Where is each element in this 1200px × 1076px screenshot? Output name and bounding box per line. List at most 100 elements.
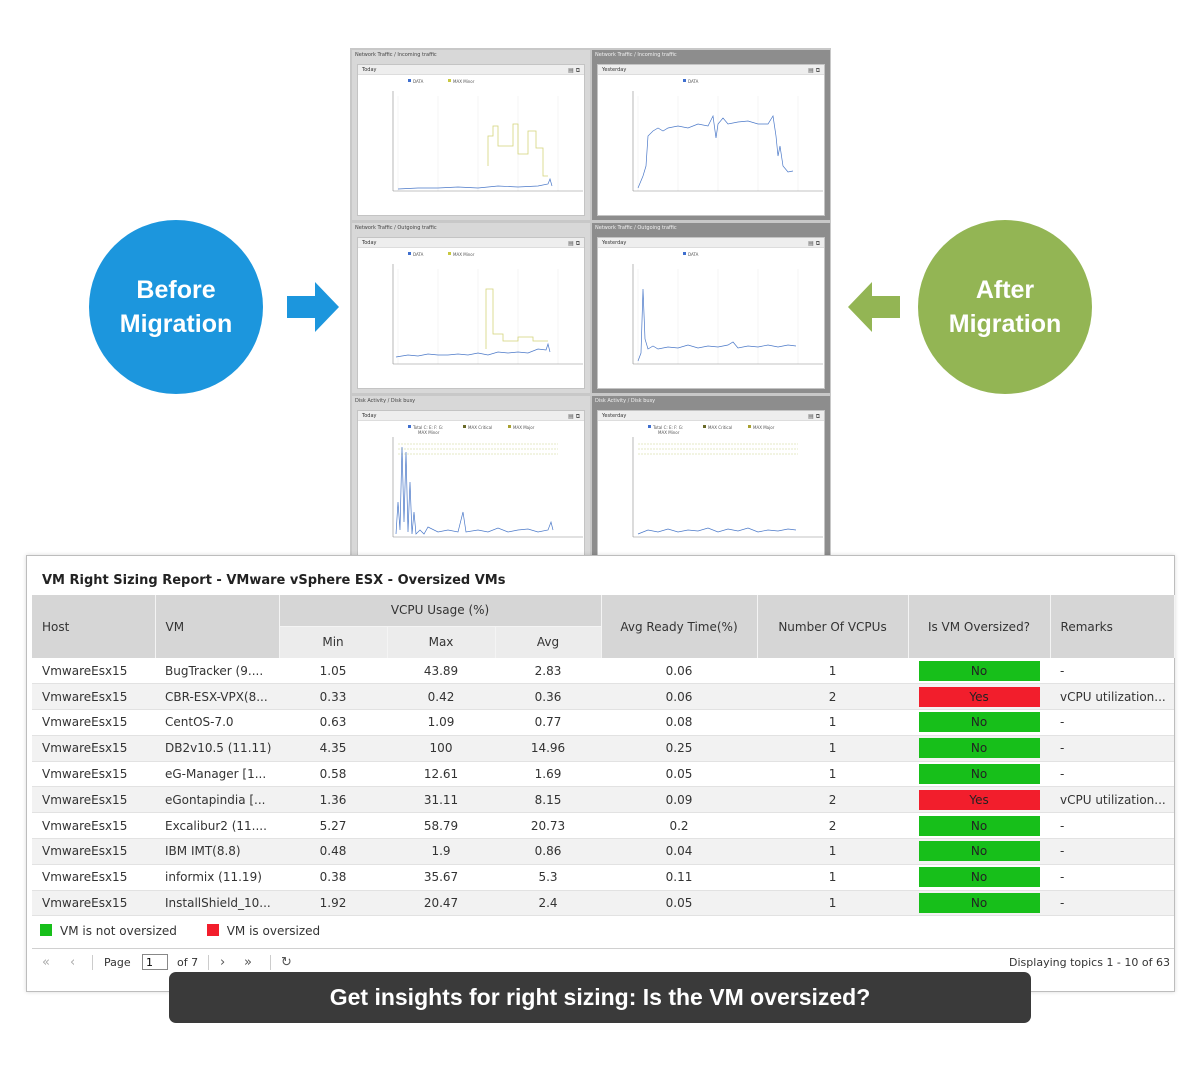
export-icons[interactable]: ▤ ⧉ [568,240,580,247]
cell-vm: CBR-ESX-VPX(8... [155,683,279,711]
page-number-input[interactable] [142,954,168,970]
cell-oversized: No [908,864,1051,891]
col-min[interactable]: Min [279,625,388,658]
chart-panel-outgoing-today: Network Traffic / Outgoing traffic Today… [352,223,590,393]
cell-min: 0.33 [279,683,387,711]
cell-max: 12.61 [387,761,495,788]
vm-right-sizing-report: VM Right Sizing Report - VMware vSphere … [26,555,1175,992]
cell-min: 0.38 [279,864,387,891]
export-icons[interactable]: ▤ ⧉ [808,67,820,74]
cell-min: 1.92 [279,890,387,917]
cell-vcpus: 1 [757,864,909,891]
chart-panel-outgoing-yesterday: Network Traffic / Outgoing traffic Yeste… [592,223,830,393]
legend-total: Total C: E: F: G: [412,425,443,430]
cell-avg: 14.96 [495,735,602,762]
cell-remarks: - [1050,864,1175,891]
cell-oversized: Yes [908,786,1051,814]
right-arrow-icon [287,282,339,332]
table-row[interactable]: VmwareEsx15 eGontapindia [... 1.36 31.11 8.1… [32,786,1175,814]
incoming-yesterday-plot: DATA [632,79,823,192]
cell-max: 58.79 [387,812,495,840]
export-icons[interactable]: ▤ ⧉ [808,413,820,420]
table-row[interactable]: VmwareEsx15 CBR-ESX-VPX(8... 0.33 0.42 0.36 0… [32,683,1175,711]
col-vcpu-usage: VCPU Usage (%) [279,595,602,626]
cell-remarks: - [1050,761,1175,788]
oversized-badge: No [918,815,1040,836]
report-legend: VM is not oversized VM is oversized [40,924,346,938]
cell-oversized: No [908,838,1051,865]
first-page-icon[interactable]: « [42,955,50,970]
cell-ready: 0.2 [601,812,758,840]
after-line1: After [975,276,1035,304]
chart-title: Network Traffic / Incoming traffic [595,52,677,58]
table-row[interactable]: VmwareEsx15 IBM IMT(8.8) 0.48 1.9 0.86 0.04 1 N… [32,838,1175,865]
col-max[interactable]: Max [387,625,496,658]
col-remarks[interactable]: Remarks [1050,595,1175,658]
col-host[interactable]: Host [32,595,156,658]
cell-vm: informix (11.19) [155,864,279,891]
cell-ready: 0.09 [601,786,758,814]
cell-max: 1.09 [387,709,495,736]
col-vm[interactable]: VM [155,595,280,658]
cell-ready: 0.04 [601,838,758,865]
cell-oversized: No [908,735,1051,762]
disk-yesterday-plot: Total C: E: F: G: MAX Critical MAX Major… [632,425,823,538]
col-is-vm-oversized[interactable]: Is VM Oversized? [908,595,1051,658]
legend-max-critical: MAX Critical [468,425,492,430]
table-row[interactable]: VmwareEsx15 BugTracker (9.... 1.05 43.89 2.8… [32,658,1175,685]
cell-host: VmwareEsx15 [32,890,155,917]
cell-min: 1.05 [279,658,387,685]
chart-period: Yesterday [598,411,824,421]
displaying-info: Displaying topics 1 - 10 of 63 [1009,956,1170,969]
table-row[interactable]: VmwareEsx15 DB2v10.5 (11.11) 4.35 100 14.96 0… [32,735,1175,762]
export-icons[interactable]: ▤ ⧉ [568,67,580,74]
cell-vcpus: 2 [757,812,909,840]
last-page-icon[interactable]: » [244,955,252,970]
cell-min: 0.58 [279,761,387,788]
cell-host: VmwareEsx15 [32,658,155,685]
cell-vm: eG-Manager [1... [155,761,279,788]
cell-vcpus: 2 [757,683,909,711]
before-migration-badge: Before Migration [89,220,263,394]
cell-vcpus: 2 [757,786,909,814]
export-icons[interactable]: ▤ ⧉ [808,240,820,247]
table-row[interactable]: VmwareEsx15 InstallShield_10... 1.92 20.47 2… [32,890,1175,917]
outgoing-yesterday-plot: DATA [632,252,823,365]
oversized-badge: No [918,867,1040,888]
next-page-icon[interactable]: › [220,955,226,970]
cell-avg: 20.73 [495,812,602,840]
cell-host: VmwareEsx15 [32,735,155,762]
cell-oversized: No [908,812,1051,840]
cell-vcpus: 1 [757,761,909,788]
refresh-icon[interactable]: ↻ [281,955,292,970]
cell-vm: InstallShield_10... [155,890,279,917]
oversized-badge: No [918,660,1040,681]
cell-vm: eGontapindia [... [155,786,279,814]
cell-oversized: No [908,709,1051,736]
cell-min: 0.48 [279,838,387,865]
chart-panel-disk-today: Disk Activity / Disk busy Today ▤ ⧉ Tota… [352,396,590,566]
table-row[interactable]: VmwareEsx15 Excalibur2 (11.... 5.27 58.79 20… [32,812,1175,840]
cell-min: 4.35 [279,735,387,762]
prev-page-icon[interactable]: ‹ [70,955,76,970]
col-avg[interactable]: Avg [495,625,602,658]
col-avg-ready-time[interactable]: Avg Ready Time(%) [601,595,758,658]
cell-vm: DB2v10.5 (11.11) [155,735,279,762]
chart-period: Today [358,411,584,421]
chart-period: Today [358,238,584,248]
chart-panel-incoming-today: Network Traffic / Incoming traffic Today… [352,50,590,220]
before-line1: Before [136,276,216,304]
pagination-bar: « ‹ Page of 7 › » ↻ Displaying topics 1 … [32,948,1174,976]
table-row[interactable]: VmwareEsx15 informix (11.19) 0.38 35.67 5.3 0… [32,864,1175,891]
page-label: Page [104,956,131,969]
table-row[interactable]: VmwareEsx15 CentOS-7.0 0.63 1.09 0.77 0.08 1 No… [32,709,1175,736]
cell-ready: 0.25 [601,735,758,762]
cell-avg: 0.86 [495,838,602,865]
export-icons[interactable]: ▤ ⧉ [568,413,580,420]
cell-host: VmwareEsx15 [32,761,155,788]
table-row[interactable]: VmwareEsx15 eG-Manager [1... 0.58 12.61 1.69… [32,761,1175,788]
cell-avg: 0.77 [495,709,602,736]
oversized-badge: Yes [918,686,1040,707]
col-number-of-vcpus[interactable]: Number Of VCPUs [757,595,909,658]
cell-host: VmwareEsx15 [32,812,155,840]
